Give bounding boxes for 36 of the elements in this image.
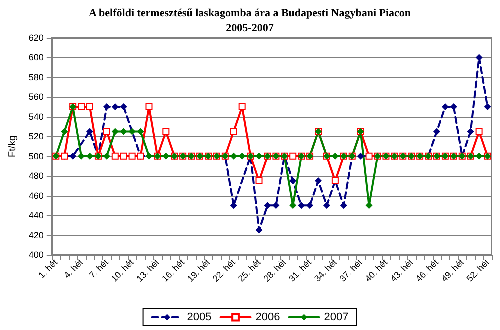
y-tick-label: 420 (28, 230, 44, 240)
y-tick-label: 620 (28, 33, 44, 43)
y-tick-label: 500 (28, 151, 44, 162)
x-tick-label: 43. hét (388, 257, 416, 284)
x-tick-label: 1. hét (36, 257, 60, 280)
y-axis-title: Ft/kg (8, 135, 18, 158)
y-tick-label: 540 (28, 112, 44, 122)
x-tick-label: 16. hét (160, 257, 187, 284)
y-tick-label: 480 (28, 171, 44, 182)
x-tick-label: 52. hét (464, 257, 492, 284)
x-tick-label: 46. hét (414, 257, 441, 284)
legend-label: 2005 (187, 312, 212, 324)
y-tick-label: 520 (28, 132, 44, 142)
x-tick-label: 49. hét (439, 257, 466, 284)
x-tick-label: 13. hét (134, 257, 162, 284)
x-tick-label: 22. hét (210, 257, 238, 284)
y-tick-label: 600 (28, 52, 44, 63)
legend-label: 2007 (324, 312, 349, 324)
chart-title: A belföldi termesztésű laskagomba ára a Budapesti Nagybani Piacon (88, 8, 412, 20)
x-tick-label: 28. hét (262, 257, 289, 284)
x-tick-label: 31. hét (287, 257, 314, 284)
y-tick-label: 560 (28, 92, 44, 102)
x-tick-label: 25. hét (236, 257, 264, 284)
chart-subtitle: 2005-2007 (226, 22, 274, 34)
x-tick-label: 4. hét (62, 257, 86, 280)
y-tick-label: 580 (28, 72, 44, 82)
x-tick-label: 7. hét (87, 257, 111, 280)
x-tick-label: 40. hét (363, 257, 390, 284)
y-tick-label: 440 (28, 210, 44, 221)
x-tick-label: 37. hét (338, 257, 365, 284)
y-tick-label: 400 (28, 250, 44, 260)
x-tick-label: 34. hét (312, 257, 340, 284)
x-tick-label: 19. hét (186, 257, 212, 284)
y-tick-label: 460 (28, 190, 44, 201)
legend-label: 2006 (256, 312, 280, 324)
x-tick-label: 10. hét (109, 257, 136, 284)
